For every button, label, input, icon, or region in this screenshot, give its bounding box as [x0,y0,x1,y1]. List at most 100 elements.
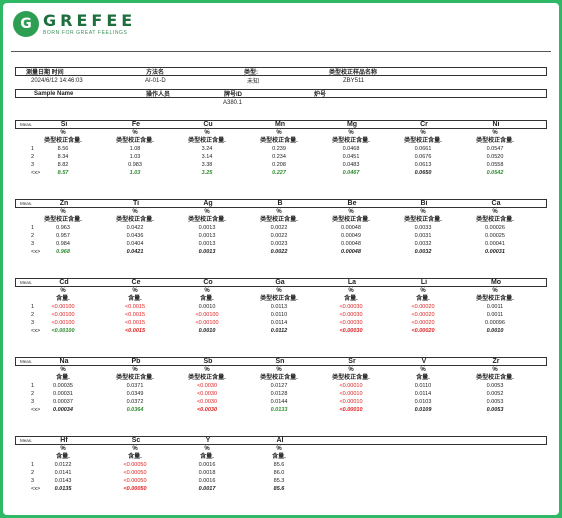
content-type-label: 类型校正含量. [332,375,370,381]
measurement-value: <0.00020 [411,304,435,310]
average-row: <x> 0.0135 <0.00050 0.0017 85.6 [15,485,547,493]
average-value: <0.00030 [339,328,363,334]
unit-label: % [420,209,426,215]
measurement-value: <0.0015 [124,304,146,310]
label-heat-number: 炉号 [314,92,327,98]
content-type-label: 含量. [416,296,430,302]
measurement-row: 3 0.00037 0.0372 <0.0030 0.0144 <0.00010 0.010… [15,398,547,406]
measurement-value: 0.0023 [270,241,288,247]
element-header-bar: Meas. Si Fe Cu Mn Mg Cr Ni [15,120,547,129]
measurement-row: 1 0.0122 <0.00050 0.0016 85.6 [15,461,547,469]
content-type-label: 含量. [56,296,70,302]
content-type-label: 含量. [344,296,358,302]
unit-label: % [492,288,498,294]
measurement-row: 1 8.56 1.08 3.24 0.239 0.0468 0.0661 0.0547 [15,145,547,153]
content-type-label: 类型校正含量. [44,217,82,223]
average-value: 8.57 [57,170,69,176]
content-type-label: 类型校正含量. [476,217,514,223]
measurement-value: 0.00041 [485,241,505,247]
measurement-value: 0.00049 [341,233,361,239]
measurement-index: 3 [31,478,35,484]
unit-label: % [276,209,282,215]
measurement-value: <0.00050 [123,478,147,484]
content-type-label: 含量. [200,296,214,302]
measurement-value: 0.0141 [54,470,72,476]
measurement-value: <0.00050 [123,462,147,468]
content-type-label: 含量. [56,375,70,381]
measurement-value: 0.0013 [198,241,216,247]
measurement-row: 3 <0.00100 <0.0015 <0.00100 0.0114 <0.00030 <0… [15,319,547,327]
average-value: 0.00048 [341,249,361,255]
content-type-label: 类型校正含量. [116,217,154,223]
measurement-value: <0.00020 [411,320,435,326]
content-type-label: 类型校正含量. [404,217,442,223]
header-labels-row-1: 测量日期 时间 方法名 类型: 类型校正样品名称 [15,67,547,76]
unit-label: % [492,367,498,373]
unit-label: % [60,209,66,215]
measurement-value: 0.0128 [270,391,288,397]
measurement-row: 3 0.0143 <0.00050 0.0016 85.3 [15,477,547,485]
measurement-value: 0.00037 [53,399,73,405]
measurement-value: 0.0018 [198,470,216,476]
measurement-value: 0.0052 [486,391,504,397]
average-value: <0.00010 [339,407,363,413]
measurement-value: 8.56 [57,146,69,152]
unit-label: % [492,130,498,136]
element-symbol: Fe [131,121,141,128]
element-symbol: Sb [203,358,213,365]
unit-label: % [348,209,354,215]
average-value: 0.0421 [126,249,144,255]
average-row: <x> 8.57 1.03 3.25 0.227 0.0467 0.0650 0.0542 [15,169,547,177]
unit-row: %%%%%%% [15,287,547,295]
content-type-row: 含量. 类型校正含量. 类型校正含量. 类型校正含量. 类型校正含量. 含量. 类型校正含量… [15,374,547,382]
measurement-value: 0.00048 [341,241,361,247]
unit-label: % [348,130,354,136]
average-value: 0.0010 [486,328,504,334]
content-type-label: 含量. [128,296,142,302]
average-value: <0.0030 [196,407,218,413]
measurement-value: 0.0114 [270,320,288,326]
logo-tagline: BORN FOR GREAT FEELINGS [43,29,128,36]
measurement-row: 2 0.957 0.0436 0.0013 0.0022 0.00049 0.0031 0.0… [15,232,547,240]
element-block: Meas. Cd Ce Co Ga La Li Mo%%%%%%% 含量. 含量. 含量. 类型校正含… [15,278,547,335]
measurement-value: 0.0031 [414,233,432,239]
average-row: <x> 0.968 0.0421 0.0013 0.0022 0.00048 0.0032 0… [15,248,547,256]
content-type-label: 类型校正含量. [260,138,298,144]
element-header-bar: Meas. Zn Ti Ag B Be Bi Ca [15,199,547,208]
measurement-index: 2 [31,154,35,160]
element-header-bar: Meas. Na Pb Sb Sn Sr V Zr [15,357,547,366]
label-operator: 操作人员 [146,92,171,98]
element-symbol: Ga [275,279,285,286]
average-value: 0.0542 [486,170,504,176]
element-symbol: Y [205,437,211,444]
average-value: 0.0112 [270,328,288,334]
element-symbol: Ag [203,200,213,207]
average-value: 0.0032 [414,249,432,255]
measurement-value: 0.0032 [414,241,432,247]
header-values-row-1: 2024/6/12 14:46:03 AI-01-D 未知 ZBY511 [15,76,547,86]
measurement-value: <0.00030 [339,304,363,310]
measurement-index: 3 [31,399,35,405]
measurement-value: <0.00020 [411,312,435,318]
measurement-index: 2 [31,391,35,397]
average-value: 0.00031 [485,249,505,255]
element-symbol: Ce [131,279,141,286]
element-symbol: Si [60,121,68,128]
average-value: 0.968 [56,249,70,255]
element-symbol: Hf [60,437,68,444]
measurement-value: 1.08 [129,146,141,152]
measurement-value: <0.00010 [339,383,363,389]
content-type-label: 含量. [272,454,286,460]
element-symbol: Sr [348,358,356,365]
header-labels-row-2: Sample Name 操作人员 牌号ID 炉号 [15,89,547,98]
measurement-value: 0.0016 [198,462,216,468]
unit-row: %%%%%%% [15,208,547,216]
header-values-row-2: A380.1 [15,98,547,107]
measurement-value: 0.0022 [270,225,288,231]
average-row: <x> <0.00100 <0.0015 0.0010 0.0112 <0.00030 <0… [15,327,547,335]
measurement-index: 2 [31,312,35,318]
unit-label: % [204,209,210,215]
content-type-label: 类型校正含量. [260,375,298,381]
measurement-value: 0.0011 [486,312,504,318]
unit-label: % [420,130,426,136]
